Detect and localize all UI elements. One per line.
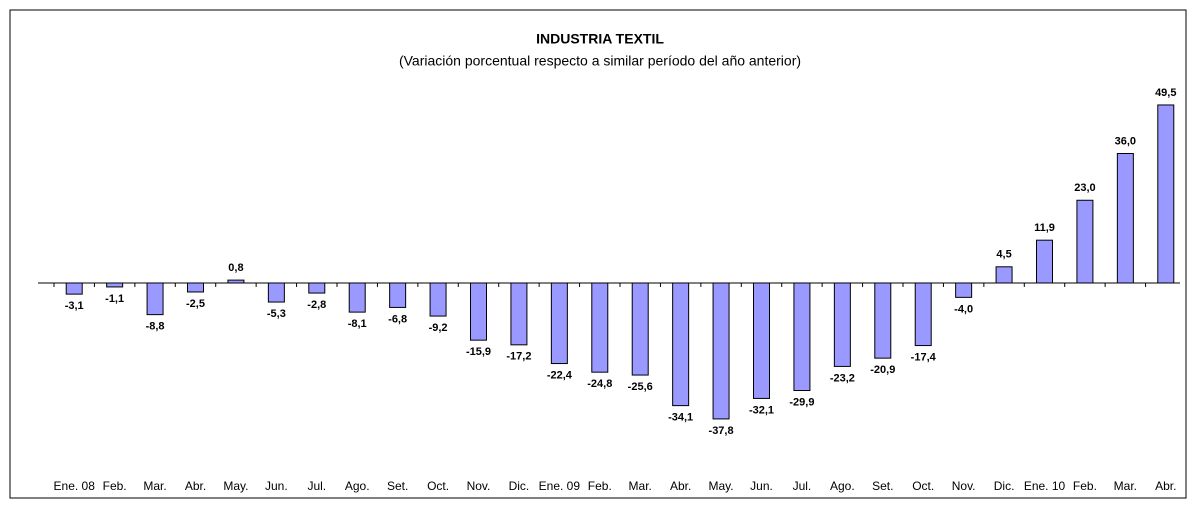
x-tick-label: Feb.: [1073, 479, 1097, 493]
data-label: 4,5: [996, 249, 1011, 261]
x-tick-label: Oct.: [427, 479, 449, 493]
data-label: -29,9: [789, 396, 814, 408]
chart-subtitle: (Variación porcentual respecto a similar…: [399, 53, 801, 69]
data-label: -4,0: [954, 303, 973, 315]
x-tick-label: Abr.: [670, 479, 691, 493]
bar: [1157, 104, 1175, 284]
data-label: -23,2: [830, 372, 855, 384]
x-tick-label: Mar.: [629, 479, 652, 493]
bar: [712, 282, 730, 420]
bar: [753, 282, 770, 399]
x-tick-label: Feb.: [588, 479, 612, 493]
x-tick-label: Nov.: [467, 479, 491, 493]
bar: [187, 282, 204, 293]
x-tick-label: Jun.: [750, 479, 773, 493]
x-tick-label: Jun.: [265, 479, 288, 493]
data-label: -25,6: [628, 381, 653, 393]
data-label: -24,8: [587, 378, 612, 390]
bar: [591, 282, 609, 373]
bar: [955, 282, 973, 298]
bar: [1036, 239, 1053, 284]
bar: [348, 282, 366, 313]
bar: [995, 266, 1013, 284]
data-label: -17,2: [506, 351, 531, 363]
bar: [389, 282, 407, 308]
x-tick-label: Jul.: [307, 479, 326, 493]
bar: [510, 282, 528, 346]
x-tick-label: Ene. 10: [1024, 479, 1066, 493]
bar: [550, 282, 568, 365]
data-label: -8,1: [348, 318, 367, 330]
data-label: -37,8: [709, 425, 734, 437]
data-label: -5,3: [267, 308, 286, 320]
bar: [308, 282, 326, 294]
bar: [672, 282, 690, 407]
bar: [227, 279, 245, 284]
x-tick-label: Jul.: [793, 479, 812, 493]
x-tick-label: Abr.: [185, 479, 206, 493]
data-label: -8,8: [146, 321, 165, 333]
bar: [833, 282, 851, 367]
bar: [914, 282, 932, 347]
data-label: 0,8: [228, 262, 243, 274]
bar: [1116, 153, 1134, 284]
bar: [146, 282, 164, 316]
x-tick-label: Ago.: [830, 479, 855, 493]
bar: [267, 282, 285, 303]
data-label: 36,0: [1115, 135, 1136, 147]
data-label: -1,1: [105, 293, 124, 305]
chart-title: INDUSTRIA TEXTIL: [536, 31, 664, 47]
data-label: 11,9: [1034, 222, 1055, 234]
data-label: -20,9: [870, 364, 895, 376]
bar: [793, 282, 811, 392]
data-label: -2,8: [307, 299, 326, 311]
bar: [470, 282, 487, 341]
x-tick-label: Ago.: [345, 479, 370, 493]
data-label: 49,5: [1155, 87, 1176, 99]
x-tick-label: Set.: [872, 479, 893, 493]
chart-frame: [9, 9, 1187, 499]
bar: [429, 282, 447, 317]
x-tick-label: Dic.: [994, 479, 1015, 493]
data-label: 23,0: [1074, 182, 1095, 194]
data-label: -32,1: [749, 404, 774, 416]
x-tick-label: May.: [223, 479, 248, 493]
x-tick-label: Nov.: [952, 479, 976, 493]
data-label: -17,4: [911, 351, 937, 363]
bar: [631, 282, 649, 376]
x-tick-label: Abr.: [1155, 479, 1176, 493]
data-label: -9,2: [429, 322, 448, 334]
x-tick-label: Ene. 09: [539, 479, 581, 493]
x-tick-label: May.: [709, 479, 734, 493]
x-tick-label: Oct.: [912, 479, 934, 493]
data-label: -2,5: [186, 298, 205, 310]
data-label: -15,9: [466, 346, 491, 358]
data-label: -6,8: [388, 313, 407, 325]
bar: [65, 282, 83, 295]
bar: [1076, 199, 1094, 284]
x-tick-label: Feb.: [103, 479, 127, 493]
x-tick-label: Ene. 08: [54, 479, 96, 493]
data-label: -3,1: [65, 300, 84, 312]
data-label: -34,1: [668, 412, 693, 424]
bar: [106, 282, 124, 288]
bar: [874, 282, 892, 359]
data-label: -22,4: [547, 369, 573, 381]
x-tick-label: Mar.: [143, 479, 166, 493]
x-tick-label: Mar.: [1114, 479, 1137, 493]
x-tick-label: Dic.: [509, 479, 530, 493]
x-tick-label: Set.: [387, 479, 408, 493]
